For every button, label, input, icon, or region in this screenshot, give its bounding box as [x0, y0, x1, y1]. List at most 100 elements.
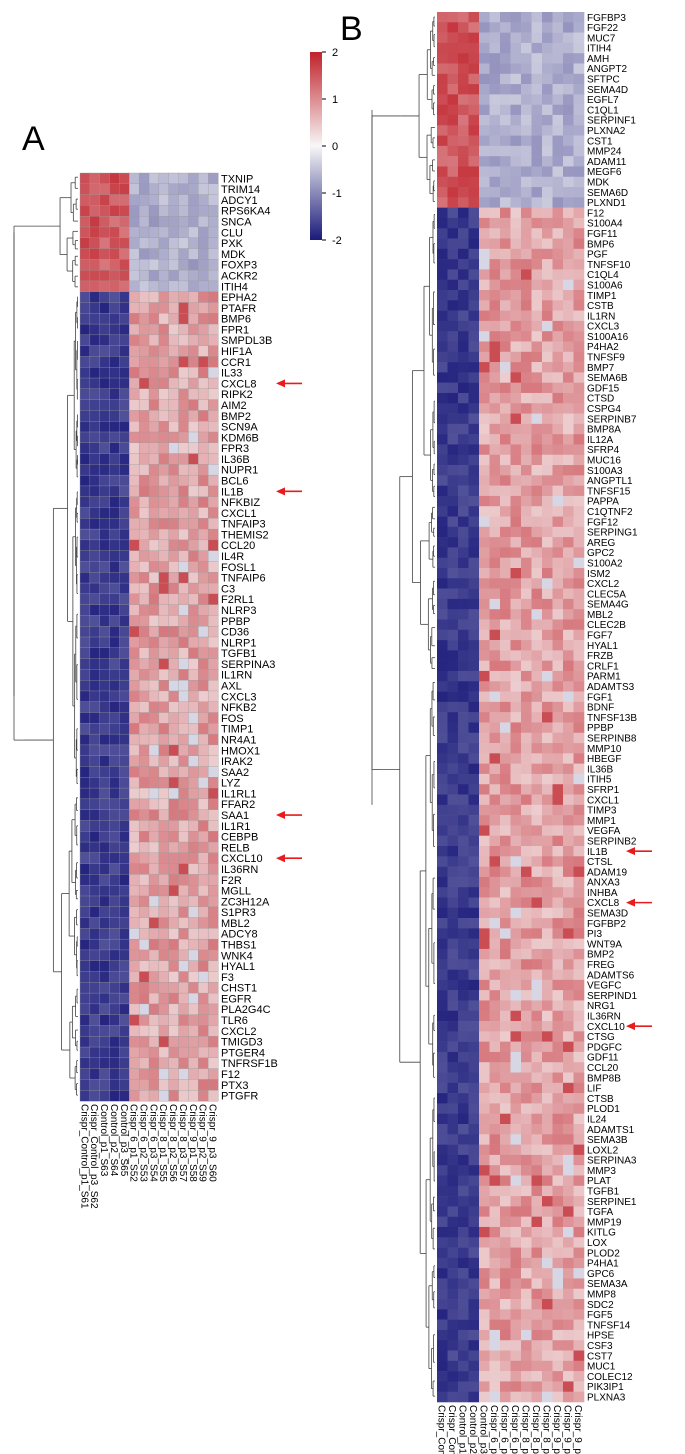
heatmap-cell: [148, 291, 160, 303]
heatmap-cell: [458, 176, 469, 188]
heatmap-cell: [552, 537, 564, 548]
heatmap-cell: [573, 1021, 585, 1032]
heatmap-cell: [468, 156, 480, 167]
heatmap-cell: [563, 63, 574, 75]
heatmap-cell: [158, 496, 170, 508]
heatmap-cell: [531, 1113, 543, 1125]
heatmap-cell: [458, 1278, 469, 1290]
heatmap-cell: [447, 403, 459, 414]
row-label: SEMA6B: [587, 373, 628, 384]
heatmap-cell: [458, 53, 469, 64]
heatmap-cell: [510, 1309, 522, 1320]
heatmap-cell: [542, 1165, 553, 1176]
heatmap-b: FGFBP3FGF22MUC7ITIH4AMHANGPT2SFTPCSEMA4D…: [371, 12, 652, 1454]
heatmap-cell: [168, 356, 180, 368]
heatmap-cell: [489, 1340, 501, 1351]
heatmap-cell: [138, 237, 150, 250]
heatmap-cell: [198, 679, 209, 692]
heatmap-cell: [447, 990, 459, 1001]
heatmap-cell: [468, 1237, 480, 1248]
heatmap-cell: [168, 960, 180, 972]
heatmap-cell: [500, 444, 511, 456]
heatmap-cell: [437, 1206, 448, 1217]
heatmap-cell: [521, 1103, 532, 1115]
heatmap-cell: [158, 356, 170, 368]
heatmap-cell: [119, 777, 130, 789]
heatmap-cell: [531, 125, 543, 136]
heatmap-cell: [437, 42, 448, 54]
heatmap-cell: [99, 777, 111, 789]
heatmap-cell: [119, 280, 130, 293]
heatmap-cell: [500, 290, 511, 301]
heatmap-cell: [552, 53, 564, 64]
heatmap-cell: [521, 866, 532, 878]
heatmap-cell: [79, 485, 91, 498]
heatmap-cell: [563, 1072, 574, 1084]
heatmap-cell: [129, 464, 140, 476]
heatmap-cell: [178, 410, 189, 422]
heatmap-cell: [447, 166, 459, 178]
heatmap-cell: [447, 269, 459, 281]
heatmap-cell: [479, 320, 490, 332]
heatmap-cell: [129, 593, 140, 606]
heatmap-cell: [109, 302, 120, 314]
heatmap-cell: [79, 960, 91, 972]
heatmap-cell: [89, 647, 101, 660]
heatmap-cell: [89, 723, 101, 735]
heatmap-cell: [178, 323, 189, 336]
heatmap-cell: [129, 474, 140, 487]
heatmap-cell: [573, 454, 585, 466]
heatmap-cell: [109, 615, 120, 627]
heatmap-cell: [178, 593, 189, 606]
heatmap-cell: [178, 723, 189, 735]
heatmap-cell: [468, 681, 480, 692]
heatmap-cell: [109, 1046, 120, 1059]
heatmap-cell: [168, 215, 180, 228]
heatmap-cell: [500, 53, 511, 64]
heatmap-cell: [521, 73, 532, 85]
row-label: P4HA1: [587, 1259, 619, 1270]
heatmap-cell: [458, 619, 469, 631]
heatmap-cell: [89, 572, 101, 584]
heatmap-cell: [552, 1010, 564, 1022]
heatmap-cell: [563, 135, 574, 147]
heatmap-cell: [447, 804, 459, 816]
heatmap-cell: [207, 248, 219, 260]
heatmap-cell: [447, 516, 459, 528]
heatmap-cell: [109, 863, 120, 875]
heatmap-cell: [148, 323, 160, 336]
heatmap-cell: [563, 1124, 574, 1135]
heatmap-cell: [573, 835, 585, 847]
heatmap-cell: [99, 431, 111, 444]
heatmap-cell: [178, 474, 189, 487]
heatmap-cell: [109, 928, 120, 940]
heatmap-cell: [119, 820, 130, 832]
heatmap-cell: [521, 1175, 532, 1187]
heatmap-cell: [489, 629, 501, 641]
heatmap-cell: [521, 1226, 532, 1238]
heatmap-cell: [563, 506, 574, 517]
heatmap-cell: [521, 1165, 532, 1176]
heatmap-cell: [489, 351, 501, 363]
heatmap-cell: [500, 217, 511, 229]
heatmap-cell: [109, 917, 120, 929]
heatmap-cell: [521, 53, 532, 64]
heatmap-cell: [148, 626, 160, 638]
heatmap-cell: [207, 421, 219, 433]
heatmap-cell: [563, 197, 574, 208]
heatmap-cell: [542, 701, 553, 713]
heatmap-cell: [521, 629, 532, 641]
heatmap-cell: [531, 197, 543, 208]
heatmap-cell: [489, 516, 501, 528]
heatmap-cell: [99, 1046, 111, 1059]
heatmap-cell: [500, 310, 511, 322]
heatmap-cell: [198, 971, 209, 983]
heatmap-cell: [489, 166, 501, 178]
heatmap-cell: [510, 1062, 522, 1073]
heatmap-cell: [99, 215, 111, 228]
heatmap-cell: [573, 465, 585, 476]
heatmap-cell: [458, 403, 469, 414]
heatmap-cell: [207, 183, 219, 196]
heatmap-cell: [479, 331, 490, 342]
heatmap-cell: [552, 73, 564, 85]
